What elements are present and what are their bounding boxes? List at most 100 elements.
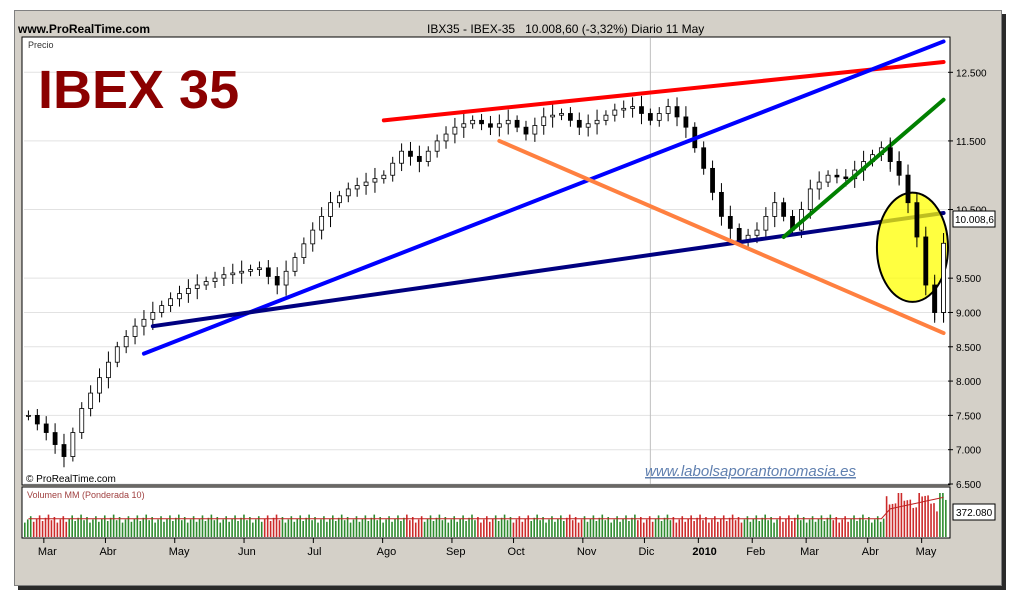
volume-bar	[352, 519, 355, 537]
volume-bar	[157, 519, 159, 537]
trendline-blue	[141, 39, 946, 356]
candle-body	[532, 125, 538, 135]
volume-bar	[811, 516, 814, 537]
candle-body	[177, 293, 182, 300]
volume-bar	[293, 521, 296, 537]
volume-bar	[548, 519, 550, 537]
candle-body	[647, 113, 653, 121]
volume-bar	[660, 521, 663, 537]
volume-bar	[841, 519, 843, 537]
volume-bar	[118, 517, 121, 537]
volume-bar	[613, 519, 615, 537]
volume-bar	[731, 514, 734, 537]
volume-bar	[527, 515, 530, 537]
volume-bar	[882, 518, 885, 537]
volume-panel-label: Volumen MM (Ponderada 10)	[27, 490, 145, 500]
volume-bar	[542, 517, 544, 537]
volume-bar	[278, 520, 281, 537]
volume-bar	[47, 514, 50, 537]
volume-bar	[115, 520, 118, 537]
volume-bar	[121, 522, 124, 537]
trendline-navy	[150, 210, 946, 329]
candle-body	[674, 106, 680, 118]
candle-body	[150, 312, 156, 320]
volume-bar	[939, 493, 941, 537]
last-volume-label: 372.080	[956, 508, 993, 519]
candle-body	[257, 267, 262, 270]
volume-bar	[80, 514, 82, 537]
volume-bar	[329, 518, 331, 537]
volume-bar	[376, 520, 379, 537]
candle-body	[328, 202, 333, 217]
x-tick-label: Nov	[577, 546, 597, 558]
volume-bar	[693, 521, 695, 537]
trendlines	[141, 39, 950, 356]
volume-bar	[684, 521, 687, 537]
volume-bar	[488, 521, 491, 537]
candle-body	[665, 106, 671, 114]
volume-bar	[465, 521, 467, 537]
volume-bar	[106, 521, 109, 537]
volume-bar	[169, 515, 171, 537]
volume-bar	[565, 517, 568, 537]
volume-bar	[255, 519, 257, 537]
volume-bar	[379, 517, 381, 537]
watermark-link[interactable]: www.labolsaporantonomasia.es	[645, 463, 856, 480]
candle-body	[43, 423, 49, 433]
volume-bar	[782, 521, 784, 537]
volume-bar	[29, 516, 32, 537]
volume-bar	[349, 522, 352, 537]
volume-bar	[77, 517, 79, 537]
volume-bar	[186, 522, 189, 537]
volume-bar	[871, 522, 873, 537]
volume-bar	[829, 514, 832, 537]
candle-body	[594, 119, 600, 125]
x-tick-label: Abr	[862, 546, 879, 558]
volume-bar	[838, 522, 841, 537]
candle-body	[514, 119, 520, 128]
candle-body	[843, 176, 849, 180]
volume-bar	[794, 517, 796, 537]
last-price-label: 10.008,6	[955, 215, 994, 226]
volume-bar	[610, 522, 612, 537]
price-panel-label: Precio	[28, 40, 54, 50]
volume-bar	[240, 517, 242, 537]
volume-bar	[921, 496, 923, 537]
volume-bar	[497, 521, 500, 537]
y-tick-label: 8.000	[956, 377, 981, 388]
volume-bar	[918, 493, 920, 537]
volume-bar	[717, 521, 719, 537]
volume-bar	[648, 516, 651, 537]
candle-body	[603, 114, 609, 121]
candle-body	[61, 444, 67, 457]
volume-bar	[702, 520, 704, 537]
volume-bar	[287, 519, 290, 537]
volume-bar	[645, 519, 648, 537]
volume-bar	[269, 521, 272, 537]
volume-bar	[213, 520, 216, 537]
y-tick-label: 8.500	[956, 343, 981, 354]
candle-body	[488, 123, 493, 128]
candle-body	[834, 174, 840, 178]
volume-bar	[512, 522, 515, 537]
volume-bar	[808, 519, 811, 537]
volume-bar	[207, 517, 210, 537]
candle-body	[70, 432, 76, 457]
candle-body	[248, 269, 253, 272]
volume-bar	[222, 519, 225, 537]
candle-body	[239, 270, 245, 274]
volume-bar	[453, 516, 456, 537]
candle-body	[470, 119, 476, 125]
candle-body	[719, 191, 724, 217]
volume-bar	[346, 517, 349, 537]
volume-bar	[791, 521, 793, 537]
volume-bar	[160, 516, 162, 537]
volume-bar	[705, 517, 707, 537]
volume-bar	[305, 517, 307, 537]
volume-bar	[725, 521, 728, 537]
candle-body	[203, 281, 209, 286]
candle-body	[505, 119, 511, 125]
volume-bar	[112, 514, 115, 537]
volume-bar	[272, 517, 275, 537]
volume-bar	[628, 521, 630, 537]
